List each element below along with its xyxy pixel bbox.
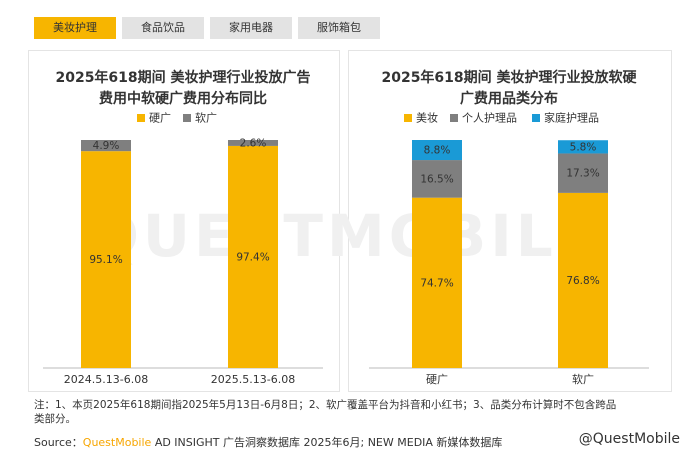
tab[interactable]: 服饰箱包 xyxy=(298,17,380,39)
data-label: 95.1% xyxy=(89,254,122,266)
chart-title: 费用中软硬广费用分布同比 xyxy=(99,90,267,107)
chart-title: 2025年618期间 美妆护理行业投放软硬 xyxy=(381,69,637,86)
note: 注：1、本页2025年618期间指2025年5月13日-6月8日；2、软广覆盖平… xyxy=(34,399,617,411)
source-text: AD INSIGHT 广告洞察数据库 2025年6月; NEW MEDIA 新媒… xyxy=(154,436,503,449)
source-brand: QuestMobile xyxy=(82,436,152,449)
data-label: 74.7% xyxy=(420,277,453,289)
data-label: 97.4% xyxy=(236,251,269,263)
data-label: 76.8% xyxy=(566,275,599,287)
legend-swatch xyxy=(137,114,145,122)
legend-label: 美妆 xyxy=(416,112,438,125)
legend-swatch xyxy=(450,114,458,122)
chart-title: 广费用品类分布 xyxy=(460,90,558,107)
tab[interactable]: 家用电器 xyxy=(210,17,292,39)
legend-label: 个人护理品 xyxy=(462,111,517,125)
note: 类部分。 xyxy=(34,413,76,425)
x-tick-label: 2025.5.13-6.08 xyxy=(211,373,295,386)
bar-segment xyxy=(558,192,608,368)
x-tick-label: 硬广 xyxy=(426,373,448,386)
bar-segment xyxy=(228,145,278,368)
legend-swatch xyxy=(532,114,540,122)
source: Source：QuestMobile AD INSIGHT 广告洞察数据库 20… xyxy=(34,434,502,450)
data-label: 5.8% xyxy=(570,141,597,153)
x-tick-label: 2024.5.13-6.08 xyxy=(64,373,148,386)
tab[interactable]: 美妆护理 xyxy=(34,17,116,39)
bar-segment xyxy=(81,151,131,368)
panel xyxy=(348,50,672,392)
panel xyxy=(28,50,340,392)
bar-segment xyxy=(228,140,278,146)
bar-segment xyxy=(81,140,131,152)
bar-segment xyxy=(558,153,608,193)
bar-segment xyxy=(558,140,608,154)
data-label: 17.3% xyxy=(566,168,599,180)
x-tick-label: 软广 xyxy=(572,372,594,386)
legend-swatch xyxy=(183,114,191,122)
data-label: 16.5% xyxy=(420,173,453,185)
legend-label: 软广 xyxy=(195,111,217,125)
chart-title: 2025年618期间 美妆护理行业投放广告 xyxy=(55,69,310,86)
legend-label: 硬广 xyxy=(149,112,171,125)
bar-segment xyxy=(412,197,462,368)
credit: @QuestMobile xyxy=(578,431,680,447)
legend-swatch xyxy=(404,114,412,122)
source-label: Source： xyxy=(34,436,83,449)
legend-label: 家庭护理品 xyxy=(544,111,599,125)
data-label: 4.9% xyxy=(93,140,120,152)
data-label: 2.6% xyxy=(240,137,267,149)
data-label: 8.8% xyxy=(424,145,451,157)
tab[interactable]: 食品饮品 xyxy=(122,17,204,39)
bar-segment xyxy=(412,160,462,198)
watermark: QUESTMOBILE xyxy=(90,202,601,270)
bar-segment xyxy=(412,140,462,161)
